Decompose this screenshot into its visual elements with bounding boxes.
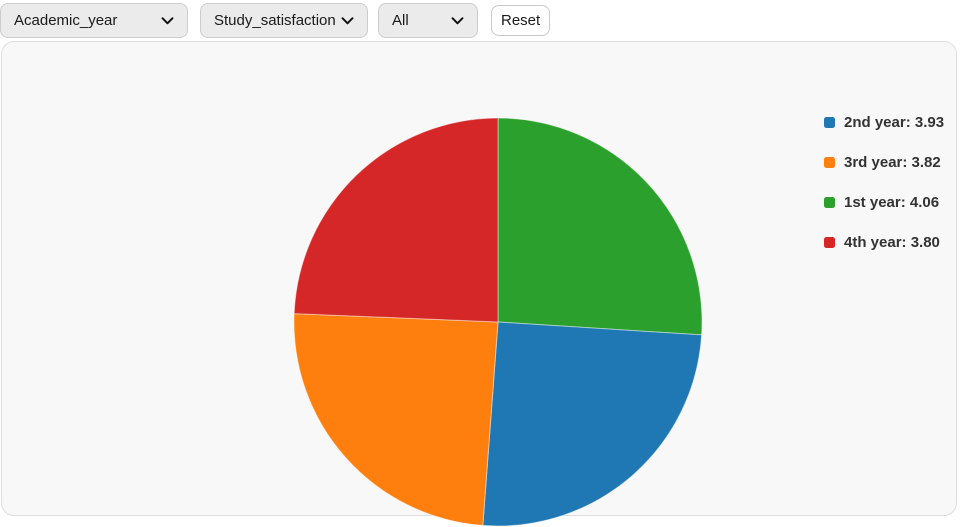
pie-slice-2nd-year[interactable] — [482, 321, 703, 527]
chevron-down-icon — [161, 16, 174, 25]
pie-slice-1st-year[interactable] — [497, 117, 703, 336]
legend-label: 3rd year: 3.82 — [844, 153, 941, 171]
chevron-down-icon — [451, 16, 464, 25]
legend-label: 1st year: 4.06 — [844, 193, 940, 211]
legend-item-4th-year[interactable]: 4th year: 3.80 — [824, 233, 944, 251]
legend-item-2nd-year[interactable]: 2nd year: 3.93 — [824, 113, 944, 131]
legend-item-1st-year[interactable]: 1st year: 4.06 — [824, 193, 944, 211]
legend-label: 4th year: 3.80 — [844, 233, 940, 251]
metric-dropdown[interactable]: Study_satisfaction — [200, 3, 368, 38]
pie-slice-3rd-year[interactable] — [293, 313, 499, 526]
axis-dropdown-value: Academic_year — [14, 12, 118, 29]
chevron-down-icon — [341, 16, 354, 25]
legend-item-3rd-year[interactable]: 3rd year: 3.82 — [824, 153, 944, 171]
legend-label: 2nd year: 3.93 — [844, 113, 945, 131]
legend-swatch — [824, 156, 835, 168]
filter-dropdown[interactable]: All — [378, 3, 478, 38]
toolbar: Academic_year Study_satisfaction All Res… — [0, 0, 960, 40]
legend-swatch — [824, 116, 835, 128]
axis-dropdown[interactable]: Academic_year — [0, 3, 188, 38]
pie-chart — [293, 117, 703, 527]
reset-button[interactable]: Reset — [491, 5, 551, 36]
legend-swatch — [824, 196, 835, 208]
metric-dropdown-value: Study_satisfaction — [214, 12, 336, 29]
legend-swatch — [824, 236, 835, 248]
chart-panel: 2nd year: 3.93 3rd year: 3.82 1st year: 4.… — [1, 41, 957, 527]
pie-slice-4th-year[interactable] — [293, 117, 499, 323]
legend: 2nd year: 3.93 3rd year: 3.82 1st year: 4.… — [824, 113, 944, 273]
filter-dropdown-value: All — [392, 12, 409, 29]
